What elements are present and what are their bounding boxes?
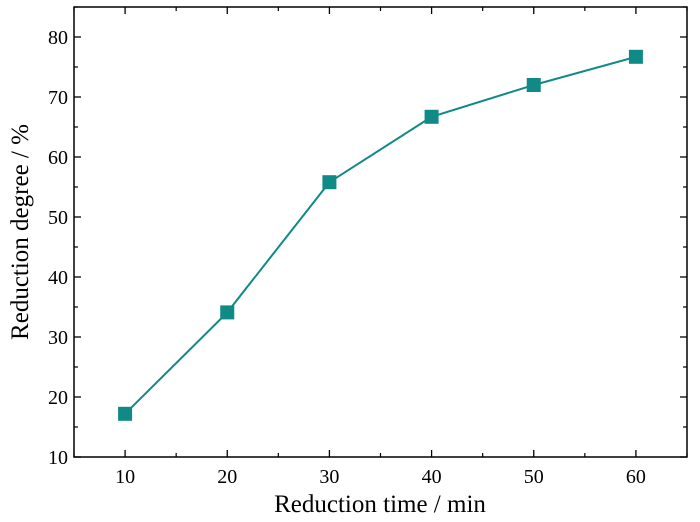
data-point [118,406,133,421]
plot-frame [73,6,688,458]
x-tick-label: 30 [319,466,339,488]
y-tick-label: 50 [48,207,68,229]
x-tick-label: 40 [422,466,442,488]
y-tick-label: 80 [48,27,68,49]
y-tick-label: 10 [48,447,68,469]
y-tick-label: 40 [48,267,68,289]
y-tick-label: 60 [48,147,68,169]
y-tick-label: 70 [48,87,68,109]
data-point [322,175,337,190]
x-axis-title: Reduction time / min [274,491,486,518]
y-axis-title: Reduction degree / % [7,124,34,340]
axis-tick-labels: 10 20 30 40 50 60 10 20 30 40 50 60 70 80 [48,27,646,488]
x-tick-label: 50 [524,466,544,488]
series-line [124,55,637,415]
x-tick-label: 10 [115,466,135,488]
x-tick-label: 60 [626,466,646,488]
x-tick-label: 20 [217,466,237,488]
axis-ticks [73,6,688,458]
y-tick-label: 30 [48,327,68,349]
data-point [628,49,643,64]
y-tick-label: 20 [48,387,68,409]
data-point [424,109,439,124]
series-group [118,49,643,421]
data-point [220,305,235,320]
data-point [526,78,541,92]
